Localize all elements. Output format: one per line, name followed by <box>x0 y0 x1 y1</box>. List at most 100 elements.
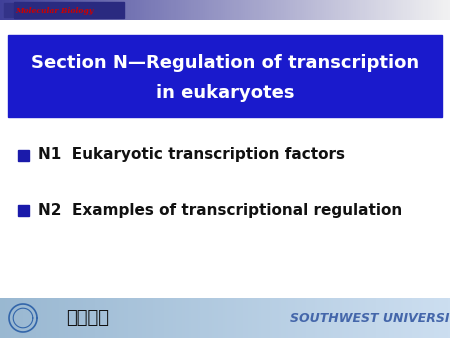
Bar <box>16 0 18 20</box>
Bar <box>8 35 442 117</box>
Bar <box>191 298 194 338</box>
Bar <box>148 298 151 338</box>
Bar <box>268 298 270 338</box>
Bar <box>151 298 153 338</box>
Bar <box>284 0 286 20</box>
Bar <box>202 298 205 338</box>
Bar <box>356 298 358 338</box>
Bar <box>256 298 259 338</box>
Bar <box>302 0 304 20</box>
Bar <box>230 298 232 338</box>
Bar <box>209 0 211 20</box>
Bar <box>164 298 166 338</box>
Bar <box>162 0 164 20</box>
Bar <box>430 0 432 20</box>
Bar <box>178 298 180 338</box>
Bar <box>52 0 54 20</box>
Bar <box>112 0 115 20</box>
Bar <box>9 0 11 20</box>
Bar <box>191 0 194 20</box>
Bar <box>394 0 396 20</box>
Bar <box>36 0 38 20</box>
Bar <box>176 0 178 20</box>
Bar <box>436 298 439 338</box>
Bar <box>286 298 288 338</box>
Bar <box>263 298 266 338</box>
Bar <box>326 0 328 20</box>
Bar <box>202 0 205 20</box>
Bar <box>182 298 184 338</box>
Bar <box>43 298 45 338</box>
Bar <box>47 0 50 20</box>
Bar <box>416 0 418 20</box>
Bar <box>360 0 362 20</box>
Bar <box>243 298 245 338</box>
Bar <box>117 298 119 338</box>
Bar <box>130 298 133 338</box>
Bar <box>198 298 200 338</box>
Bar <box>18 205 29 216</box>
Bar <box>184 0 187 20</box>
Bar <box>234 298 236 338</box>
Bar <box>436 0 439 20</box>
Bar <box>274 298 277 338</box>
Bar <box>295 0 297 20</box>
Bar <box>360 298 362 338</box>
Bar <box>0 298 2 338</box>
Bar <box>29 0 32 20</box>
Bar <box>140 298 142 338</box>
Bar <box>29 298 32 338</box>
Bar <box>187 0 189 20</box>
Bar <box>416 298 418 338</box>
Bar <box>252 298 254 338</box>
Bar <box>313 298 315 338</box>
Bar <box>320 0 322 20</box>
Bar <box>126 0 128 20</box>
Bar <box>369 0 371 20</box>
Bar <box>86 0 88 20</box>
Bar <box>322 0 324 20</box>
Bar <box>369 298 371 338</box>
Bar <box>398 298 400 338</box>
Bar <box>9 298 11 338</box>
Bar <box>421 298 423 338</box>
Bar <box>117 0 119 20</box>
Bar <box>43 0 45 20</box>
Bar <box>304 298 306 338</box>
Bar <box>155 298 158 338</box>
Bar <box>434 298 436 338</box>
Text: Molecular Biology: Molecular Biology <box>15 7 93 15</box>
Bar <box>428 0 430 20</box>
Bar <box>146 298 148 338</box>
Bar <box>331 0 333 20</box>
Bar <box>54 298 56 338</box>
Bar <box>144 298 146 338</box>
Bar <box>207 0 209 20</box>
Bar <box>108 0 110 20</box>
Bar <box>378 298 380 338</box>
Bar <box>74 298 76 338</box>
Bar <box>2 298 4 338</box>
Bar <box>108 298 110 338</box>
Bar <box>27 298 29 338</box>
Bar <box>27 0 29 20</box>
Bar <box>106 298 108 338</box>
Bar <box>270 0 272 20</box>
Bar <box>104 0 106 20</box>
Bar <box>187 298 189 338</box>
Bar <box>344 0 346 20</box>
Bar <box>220 298 223 338</box>
Bar <box>133 298 135 338</box>
Text: SOUTHWEST UNIVERSITY: SOUTHWEST UNIVERSITY <box>290 312 450 324</box>
Bar <box>430 298 432 338</box>
Bar <box>425 298 428 338</box>
Bar <box>65 0 68 20</box>
Bar <box>412 0 414 20</box>
Bar <box>261 298 263 338</box>
Bar <box>396 298 398 338</box>
Bar <box>342 298 344 338</box>
Bar <box>290 298 292 338</box>
Bar <box>434 0 436 20</box>
Bar <box>79 298 81 338</box>
Bar <box>358 0 360 20</box>
